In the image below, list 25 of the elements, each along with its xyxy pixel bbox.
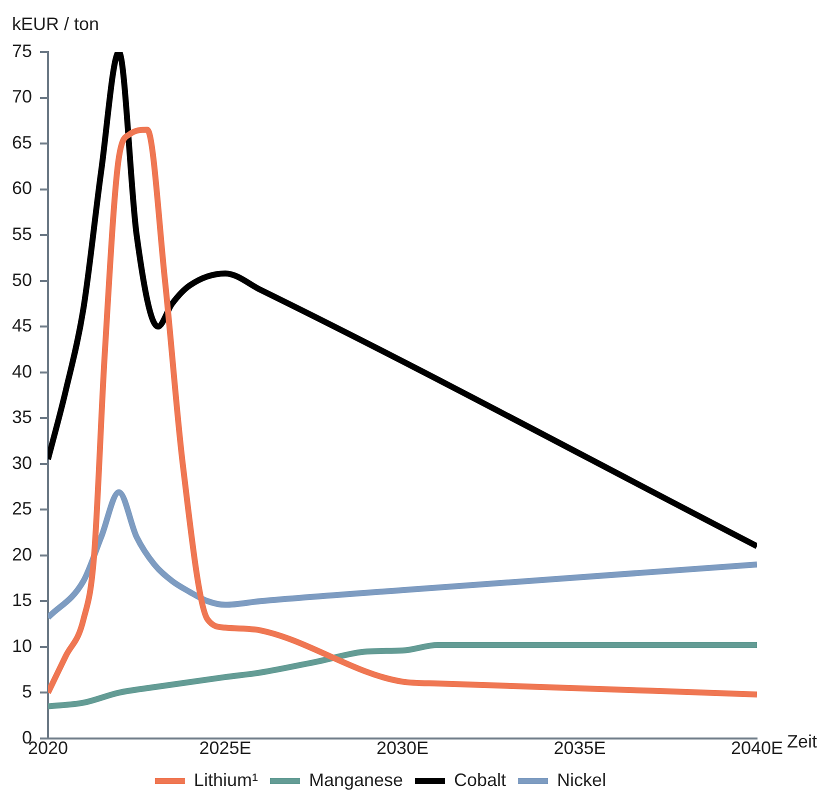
- legend-label: Manganese: [308, 770, 404, 790]
- y-tick-label: 75: [12, 40, 32, 61]
- x-tick-label: 2040E: [730, 738, 784, 758]
- y-tick-label: 30: [12, 452, 32, 473]
- y-tick-label: 40: [12, 361, 32, 382]
- y-tick-label: 55: [12, 224, 32, 244]
- y-tick-label: 25: [12, 498, 32, 519]
- y-axis-title: kEUR / ton: [12, 14, 100, 34]
- y-tick-label: 15: [12, 590, 32, 610]
- y-tick-label: 20: [12, 544, 32, 564]
- x-tick-label: 2035E: [554, 738, 606, 758]
- y-tick-label: 10: [12, 636, 32, 656]
- y-tick-label: 35: [12, 407, 32, 428]
- legend-label: Nickel: [557, 770, 606, 790]
- y-tick-label: 50: [12, 270, 32, 290]
- legend-label: Cobalt: [454, 770, 506, 790]
- y-tick-label: 5: [22, 682, 32, 702]
- x-axis-title: Zeit: [787, 731, 818, 752]
- x-tick-label: 2030E: [376, 738, 429, 758]
- x-tick-label: 2025E: [199, 738, 252, 758]
- y-tick-label: 60: [12, 178, 32, 198]
- legend-label: Lithium¹: [194, 770, 258, 790]
- y-tick-label: 45: [12, 316, 32, 336]
- y-tick-label: 70: [12, 86, 32, 107]
- y-tick-label: 65: [12, 132, 32, 152]
